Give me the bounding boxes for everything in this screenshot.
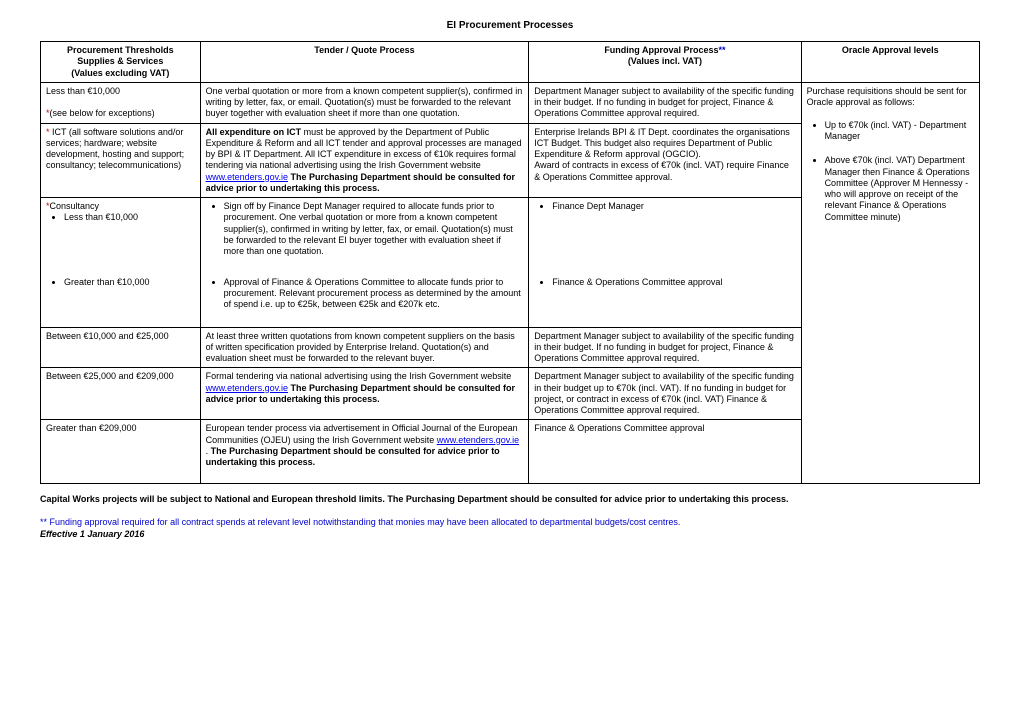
cell-tender: Approval of Finance & Operations Committ… xyxy=(200,262,529,327)
cell-threshold: * ICT (all software solutions and/or ser… xyxy=(41,123,201,198)
header-thresholds: Procurement Thresholds Supplies & Servic… xyxy=(41,42,201,83)
footnote-effective: Effective 1 January 2016 xyxy=(40,529,144,539)
list-item: Sign off by Finance Dept Manager require… xyxy=(224,201,524,257)
cell-threshold: *Consultancy Less than €10,000 xyxy=(41,198,201,263)
list-item: Finance & Operations Committee approval xyxy=(552,277,795,288)
cell-funding: Enterprise Irelands BPI & IT Dept. coord… xyxy=(529,123,801,198)
cell-oracle: Purchase requisitions should be sent for… xyxy=(801,82,979,483)
list-item: Approval of Finance & Operations Committ… xyxy=(224,277,524,311)
procurement-table: Procurement Thresholds Supplies & Servic… xyxy=(40,41,980,484)
header-oracle: Oracle Approval levels xyxy=(801,42,979,83)
header-funding: Funding Approval Process** (Values incl.… xyxy=(529,42,801,83)
etenders-link[interactable]: www.etenders.gov.ie xyxy=(206,383,288,393)
cell-threshold: Greater than €10,000 xyxy=(41,262,201,327)
cell-tender: Sign off by Finance Dept Manager require… xyxy=(200,198,529,263)
cell-threshold: Between €10,000 and €25,000 xyxy=(41,327,201,368)
header-tender: Tender / Quote Process xyxy=(200,42,529,83)
list-item: Finance Dept Manager xyxy=(552,201,795,212)
cell-funding: Finance & Operations Committee approval xyxy=(529,262,801,327)
cell-threshold: Greater than €209,000 xyxy=(41,420,201,483)
cell-tender: All expenditure on ICT must be approved … xyxy=(200,123,529,198)
list-item: Above €70k (incl. VAT) Department Manage… xyxy=(825,155,974,223)
list-item: Less than €10,000 xyxy=(64,212,195,223)
cell-tender: Formal tendering via national advertisin… xyxy=(200,368,529,420)
etenders-link[interactable]: www.etenders.gov.ie xyxy=(437,435,519,445)
footnote-block: Capital Works projects will be subject t… xyxy=(40,494,980,541)
cell-threshold: Between €25,000 and €209,000 xyxy=(41,368,201,420)
cell-funding: Finance Dept Manager xyxy=(529,198,801,263)
cell-funding: Department Manager subject to availabili… xyxy=(529,327,801,368)
page-title: EI Procurement Processes xyxy=(40,20,980,31)
cell-tender: European tender process via advertisemen… xyxy=(200,420,529,483)
header-row: Procurement Thresholds Supplies & Servic… xyxy=(41,42,980,83)
cell-funding: Finance & Operations Committee approval xyxy=(529,420,801,483)
footnote-capital: Capital Works projects will be subject t… xyxy=(40,494,788,504)
cell-threshold: Less than €10,000 *(see below for except… xyxy=(41,82,201,123)
cell-tender: At least three written quotations from k… xyxy=(200,327,529,368)
table-row: Less than €10,000 *(see below for except… xyxy=(41,82,980,123)
footnote-funding: ** Funding approval required for all con… xyxy=(40,517,680,527)
list-item: Greater than €10,000 xyxy=(64,277,195,288)
cell-funding: Department Manager subject to availabili… xyxy=(529,368,801,420)
list-item: Up to €70k (incl. VAT) - Department Mana… xyxy=(825,120,974,143)
etenders-link[interactable]: www.etenders.gov.ie xyxy=(206,172,288,182)
cell-tender: One verbal quotation or more from a know… xyxy=(200,82,529,123)
cell-funding: Department Manager subject to availabili… xyxy=(529,82,801,123)
